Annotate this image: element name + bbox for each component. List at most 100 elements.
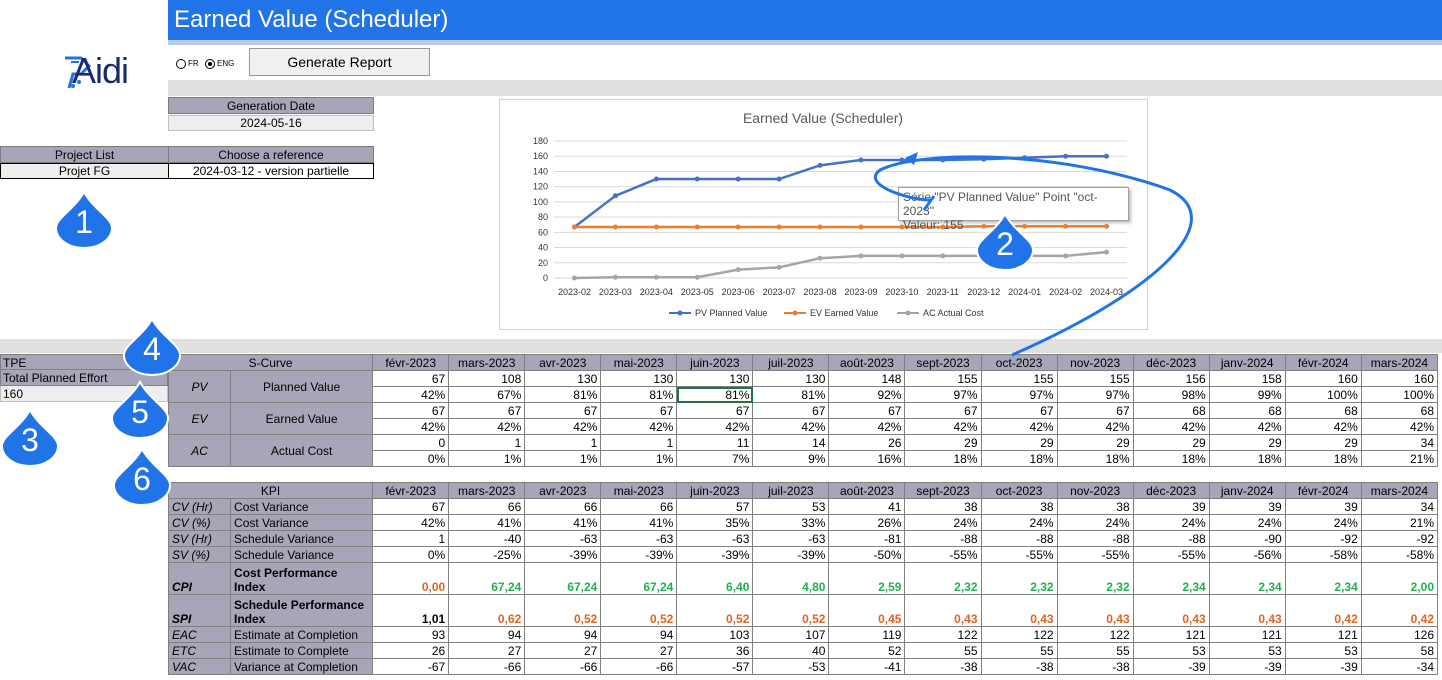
cell-pct[interactable]: 42% xyxy=(448,418,526,435)
cell-pct[interactable]: 97% xyxy=(980,386,1058,403)
cell-pct[interactable]: 97% xyxy=(904,386,982,403)
kpi-cell[interactable]: -90 xyxy=(1208,530,1286,547)
cell-pct[interactable]: 81% xyxy=(600,386,678,403)
data-point[interactable] xyxy=(776,224,782,230)
kpi-cell[interactable]: -38 xyxy=(904,658,982,675)
kpi-cell[interactable]: 24% xyxy=(1056,514,1134,531)
kpi-cell[interactable]: 0,52 xyxy=(524,594,602,627)
data-point[interactable] xyxy=(858,157,864,163)
cell-value[interactable]: 155 xyxy=(904,370,982,387)
kpi-cell[interactable]: -38 xyxy=(1056,658,1134,675)
cell-pct[interactable]: 9% xyxy=(752,450,830,467)
kpi-cell[interactable]: 2,34 xyxy=(1208,562,1286,595)
cell-pct[interactable]: 42% xyxy=(1208,418,1286,435)
cell-value[interactable]: 68 xyxy=(1132,402,1210,419)
cell-value[interactable]: 26 xyxy=(828,434,906,451)
kpi-cell[interactable]: -63 xyxy=(600,530,678,547)
kpi-cell[interactable]: 38 xyxy=(980,498,1058,515)
kpi-cell[interactable]: -34 xyxy=(1360,658,1439,675)
data-point[interactable] xyxy=(1022,155,1028,161)
kpi-cell[interactable]: -39 xyxy=(1132,658,1210,675)
data-point[interactable] xyxy=(776,264,782,270)
cell-pct[interactable]: 100% xyxy=(1284,386,1362,403)
kpi-cell[interactable]: 41% xyxy=(600,514,678,531)
kpi-cell[interactable]: 122 xyxy=(980,626,1058,643)
reference-select[interactable]: 2024-03-12 - version partielle xyxy=(168,163,374,179)
cell-value[interactable]: 1 xyxy=(600,434,678,451)
data-point[interactable] xyxy=(694,176,700,182)
cell-value[interactable]: 34 xyxy=(1360,434,1439,451)
kpi-cell[interactable]: -57 xyxy=(676,658,754,675)
cell-pct[interactable]: 18% xyxy=(904,450,982,467)
cell-value[interactable]: 29 xyxy=(1056,434,1134,451)
kpi-cell[interactable]: 2,34 xyxy=(1132,562,1210,595)
kpi-cell[interactable]: 58 xyxy=(1360,642,1439,659)
kpi-cell[interactable]: 24% xyxy=(904,514,982,531)
kpi-cell[interactable]: 42% xyxy=(372,514,450,531)
cell-value[interactable]: 158 xyxy=(1208,370,1286,387)
kpi-cell[interactable]: 26 xyxy=(372,642,450,659)
kpi-cell[interactable]: 34 xyxy=(1360,498,1439,515)
kpi-cell[interactable]: 41 xyxy=(828,498,906,515)
cell-value[interactable]: 29 xyxy=(1132,434,1210,451)
kpi-cell[interactable]: -63 xyxy=(524,530,602,547)
kpi-cell[interactable]: -92 xyxy=(1284,530,1362,547)
data-point[interactable] xyxy=(612,224,618,230)
kpi-cell[interactable]: 67,24 xyxy=(524,562,602,595)
kpi-cell[interactable]: 67 xyxy=(372,498,450,515)
cell-pct[interactable]: 42% xyxy=(524,418,602,435)
cell-pct[interactable]: 81% xyxy=(752,386,830,403)
data-point[interactable] xyxy=(653,274,659,280)
cell-pct[interactable]: 81% xyxy=(524,386,602,403)
cell-pct[interactable]: 42% xyxy=(752,418,830,435)
cell-value[interactable]: 160 xyxy=(1360,370,1439,387)
data-point[interactable] xyxy=(1104,153,1110,159)
kpi-cell[interactable]: -88 xyxy=(904,530,982,547)
data-point[interactable] xyxy=(571,275,577,281)
kpi-cell[interactable]: -58% xyxy=(1360,546,1439,563)
kpi-cell[interactable]: -39 xyxy=(1284,658,1362,675)
cell-pct[interactable]: 42% xyxy=(828,418,906,435)
kpi-cell[interactable]: 121 xyxy=(1132,626,1210,643)
data-point[interactable] xyxy=(899,253,905,259)
cell-value[interactable]: 68 xyxy=(1208,402,1286,419)
data-point[interactable] xyxy=(1104,249,1110,255)
cell-value[interactable]: 67 xyxy=(828,402,906,419)
cell-value[interactable]: 67 xyxy=(752,402,830,419)
kpi-cell[interactable]: -92 xyxy=(1360,530,1439,547)
kpi-cell[interactable]: 122 xyxy=(904,626,982,643)
kpi-cell[interactable]: 119 xyxy=(828,626,906,643)
data-point[interactable] xyxy=(1063,253,1069,259)
kpi-cell[interactable]: 122 xyxy=(1056,626,1134,643)
kpi-cell[interactable]: -55% xyxy=(1056,546,1134,563)
kpi-cell[interactable]: 121 xyxy=(1208,626,1286,643)
cell-pct[interactable]: 42% xyxy=(1284,418,1362,435)
cell-value[interactable]: 29 xyxy=(980,434,1058,451)
cell-pct[interactable]: 100% xyxy=(1360,386,1439,403)
cell-value[interactable]: 155 xyxy=(1056,370,1134,387)
cell-value[interactable]: 14 xyxy=(752,434,830,451)
data-point[interactable] xyxy=(1063,153,1069,159)
cell-value[interactable]: 29 xyxy=(904,434,982,451)
cell-value[interactable]: 160 xyxy=(1284,370,1362,387)
data-point[interactable] xyxy=(940,253,946,259)
cell-pct[interactable]: 42% xyxy=(600,418,678,435)
kpi-cell[interactable]: 0,43 xyxy=(1132,594,1210,627)
cell-value[interactable]: 67 xyxy=(980,402,1058,419)
kpi-cell[interactable]: 94 xyxy=(524,626,602,643)
kpi-cell[interactable]: -66 xyxy=(448,658,526,675)
cell-pct[interactable]: 81% xyxy=(676,386,754,403)
kpi-cell[interactable]: 0,52 xyxy=(752,594,830,627)
data-point[interactable] xyxy=(776,176,782,182)
cell-pct[interactable]: 1% xyxy=(524,450,602,467)
cell-value[interactable]: 68 xyxy=(1360,402,1439,419)
cell-pct[interactable]: 18% xyxy=(1132,450,1210,467)
cell-value[interactable]: 0 xyxy=(372,434,450,451)
cell-value[interactable]: 130 xyxy=(524,370,602,387)
data-point[interactable] xyxy=(735,267,741,273)
data-point[interactable] xyxy=(612,274,618,280)
cell-pct[interactable]: 42% xyxy=(372,418,450,435)
kpi-cell[interactable]: 24% xyxy=(1208,514,1286,531)
kpi-cell[interactable]: 39 xyxy=(1284,498,1362,515)
radio-eng[interactable] xyxy=(205,58,216,69)
